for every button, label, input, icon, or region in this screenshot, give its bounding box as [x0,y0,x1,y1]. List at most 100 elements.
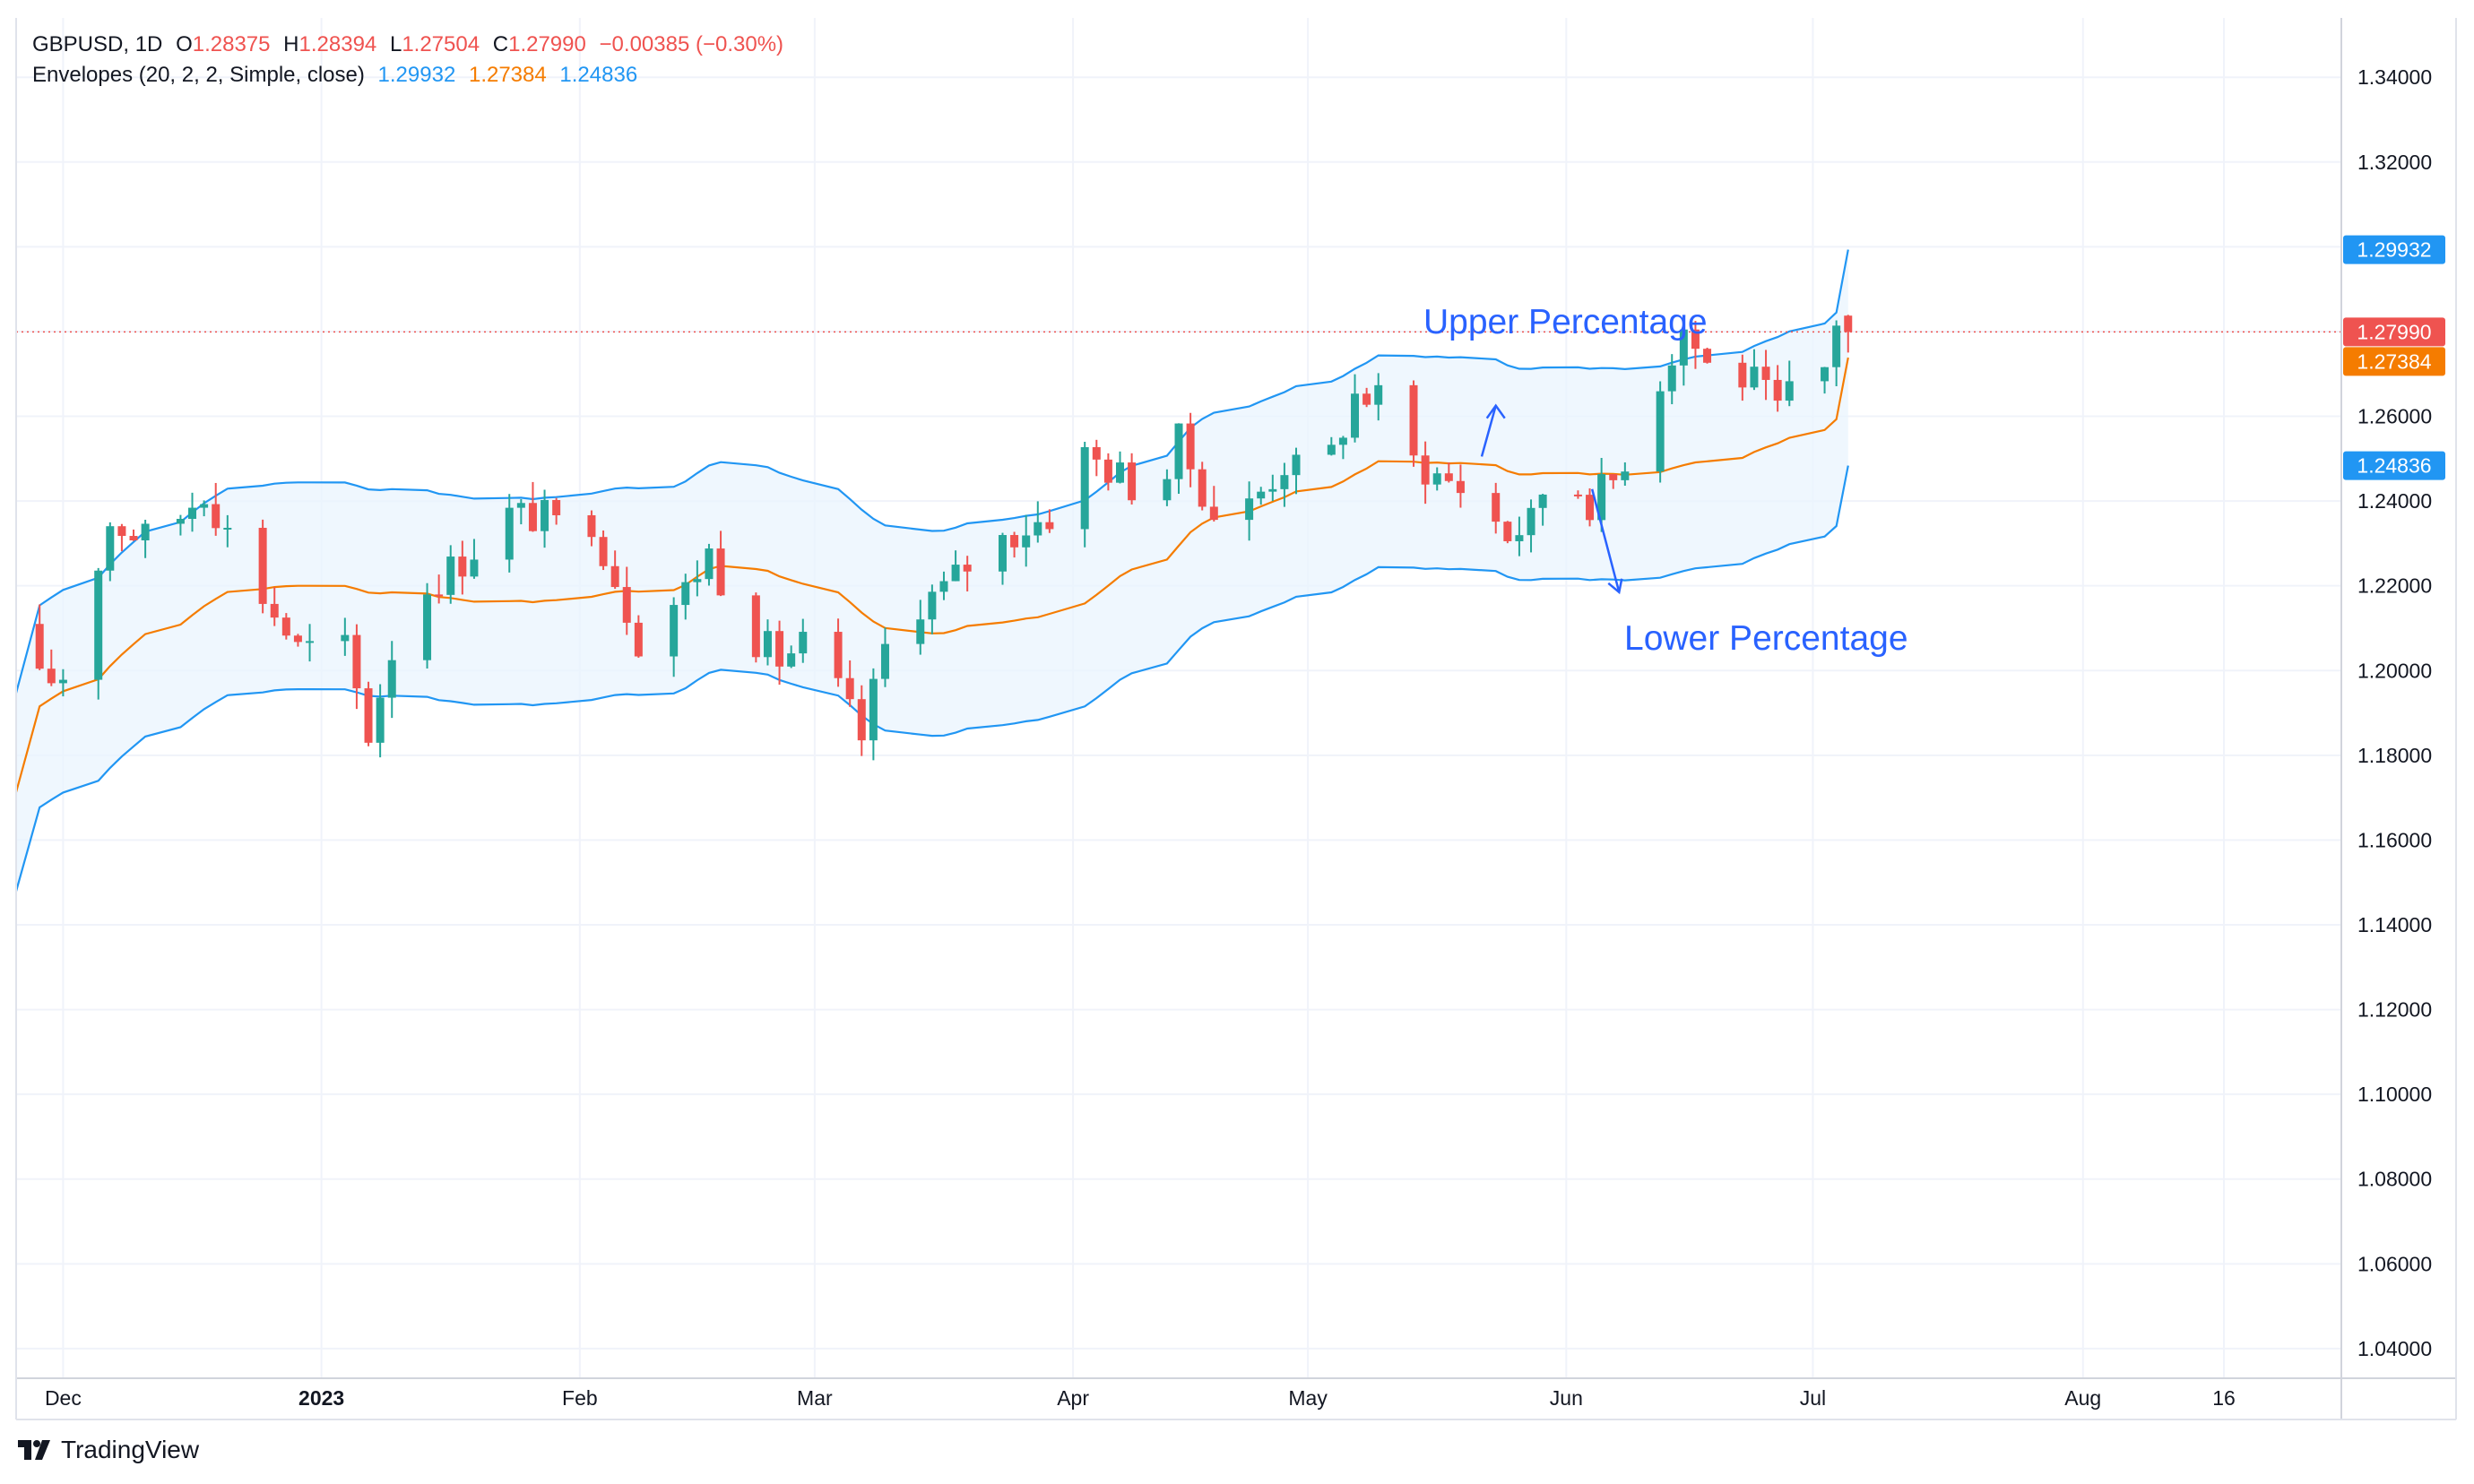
candle[interactable] [1832,320,1841,386]
candle[interactable] [541,489,549,548]
candle[interactable] [681,574,690,620]
candle[interactable] [787,645,796,669]
tradingview-logo[interactable]: TradingView [18,1436,199,1464]
candle[interactable] [1034,501,1042,543]
candle[interactable] [552,497,561,525]
candle[interactable] [634,615,643,658]
candle[interactable] [364,681,373,746]
candle[interactable] [1092,439,1101,477]
candle[interactable] [1338,436,1347,460]
candle[interactable] [751,592,760,663]
candle[interactable] [1103,453,1112,491]
candle[interactable] [1586,487,1595,527]
candle[interactable] [1362,387,1371,408]
candle[interactable] [1432,467,1441,491]
candle[interactable] [270,587,279,626]
symbol-label[interactable]: GBPUSD, 1D [32,32,163,56]
candle[interactable] [387,641,396,719]
candle[interactable] [916,600,925,655]
candle[interactable] [281,613,290,640]
candle[interactable] [1128,453,1137,505]
candle[interactable] [1761,349,1770,401]
lower-percentage-label[interactable]: Lower Percentage [1624,619,1908,658]
candle[interactable] [1538,494,1547,526]
candle[interactable] [376,684,385,758]
candle[interactable] [1374,373,1383,421]
candle[interactable] [129,529,138,541]
candle[interactable] [1245,481,1254,541]
candle[interactable] [341,617,350,656]
candle[interactable] [435,574,444,604]
candle[interactable] [176,514,185,536]
candle[interactable] [939,571,948,600]
candle[interactable] [1421,441,1430,505]
indicator-name[interactable]: Envelopes (20, 2, 2, Simple, close) [32,63,365,87]
candle[interactable] [1186,412,1195,487]
candle[interactable] [106,522,115,582]
candle[interactable] [1609,474,1618,489]
candle[interactable] [880,627,889,687]
candle[interactable] [951,550,960,582]
candle[interactable] [869,668,878,761]
candle[interactable] [857,685,866,756]
candle[interactable] [763,619,772,666]
candle[interactable] [799,618,808,663]
candle[interactable] [516,499,525,525]
candle[interactable] [1409,380,1418,467]
candle[interactable] [1515,516,1524,556]
candle[interactable] [1679,328,1688,386]
candle[interactable] [670,597,679,677]
candle[interactable] [1292,447,1301,495]
candle[interactable] [188,492,197,532]
candle[interactable] [587,510,596,547]
candle[interactable] [928,584,937,634]
candle[interactable] [306,624,315,662]
candle[interactable] [1257,487,1266,505]
candle[interactable] [693,560,702,597]
candle[interactable] [1691,321,1700,369]
candle[interactable] [1738,354,1747,401]
candle[interactable] [528,481,537,532]
candle[interactable] [1010,531,1019,558]
candle[interactable] [1503,521,1512,544]
envelope-basis-line[interactable] [14,357,1849,793]
candle[interactable] [1198,462,1207,511]
envelope-lower-line[interactable] [14,465,1849,892]
candle[interactable] [1444,462,1453,483]
candle[interactable] [94,567,103,700]
candle[interactable] [1080,441,1089,548]
candle[interactable] [212,482,221,536]
candle[interactable] [998,532,1007,585]
candle[interactable] [1022,514,1031,567]
candle[interactable] [1785,360,1794,407]
candle[interactable] [200,500,209,517]
candle[interactable] [1115,451,1124,484]
candle[interactable] [223,514,232,548]
candle[interactable] [1667,354,1676,405]
candle[interactable] [117,523,126,552]
candle[interactable] [610,550,619,590]
candle[interactable] [1773,365,1782,412]
candle[interactable] [1327,436,1336,456]
candle[interactable] [716,531,725,597]
candle[interactable] [35,604,44,670]
candle[interactable] [599,530,608,571]
candle[interactable] [1821,367,1830,394]
candle[interactable] [834,618,843,687]
envelope-upper-line[interactable] [14,249,1849,694]
candle[interactable] [1527,499,1535,553]
candle[interactable] [1268,474,1277,502]
candle[interactable] [1573,490,1582,499]
candle[interactable] [1492,482,1501,534]
candle[interactable] [775,620,784,686]
candle[interactable] [1844,315,1853,353]
candle[interactable] [963,556,972,591]
candle[interactable] [1656,381,1665,483]
candle[interactable] [1163,469,1172,506]
candle[interactable] [423,582,432,669]
candle[interactable] [1597,458,1606,532]
candle[interactable] [293,634,302,647]
candle[interactable] [622,566,631,635]
candle[interactable] [1703,348,1712,364]
candle[interactable] [47,649,56,686]
